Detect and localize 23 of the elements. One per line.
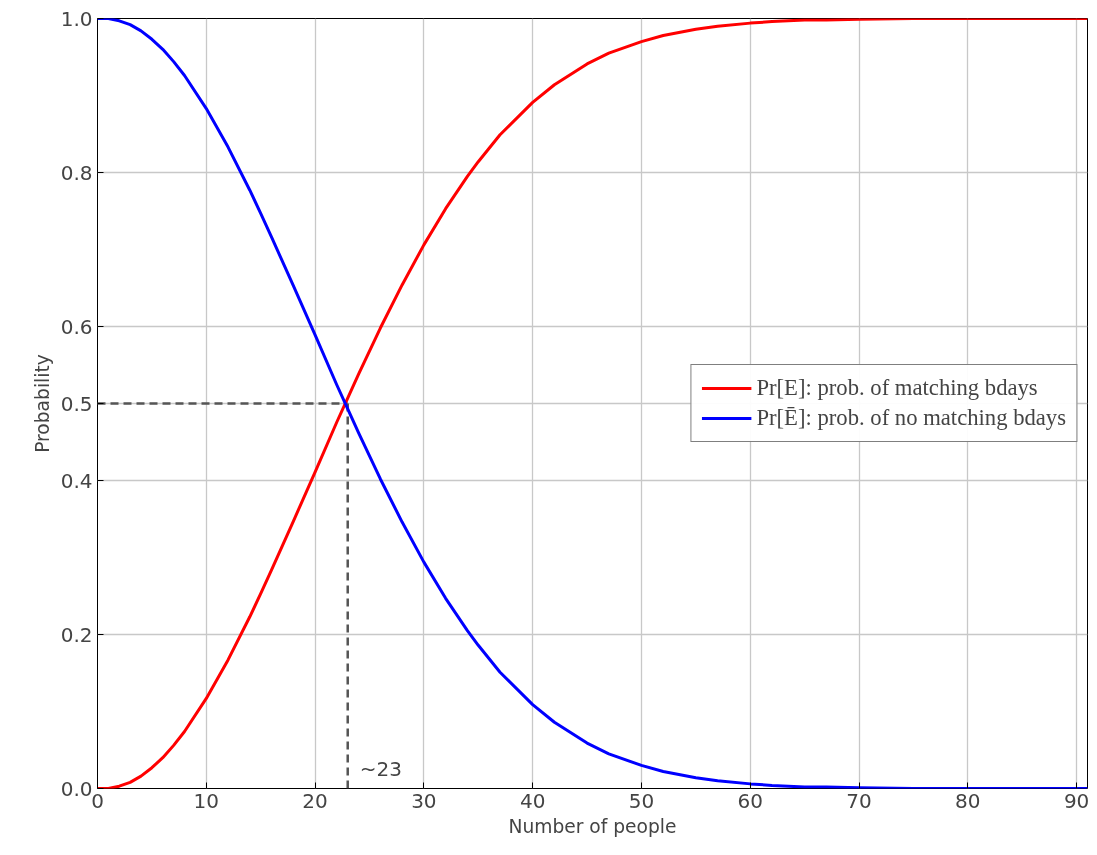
x-tick-label: 70 bbox=[846, 788, 872, 813]
x-tick-label: 60 bbox=[737, 788, 763, 813]
y-tick-label: 0.0 bbox=[60, 776, 93, 801]
x-tick-label: 20 bbox=[302, 788, 328, 813]
x-tick-label: 50 bbox=[628, 788, 655, 813]
legend-label: Pr[E]: prob. of matching bdays bbox=[756, 375, 1038, 401]
x-tick-label: 90 bbox=[1063, 788, 1090, 813]
x-tick-label: 30 bbox=[411, 788, 437, 813]
y-axis-title: Probability bbox=[31, 354, 53, 453]
y-tick-label: 0.8 bbox=[60, 160, 93, 185]
x-axis-title: Number of people bbox=[508, 815, 677, 837]
x-tick-label: 80 bbox=[955, 788, 981, 813]
x-tick-label: 40 bbox=[519, 788, 546, 813]
y-tick-label: 0.4 bbox=[60, 468, 93, 493]
y-tick-label: 0.5 bbox=[60, 391, 93, 416]
line-series bbox=[97, 18, 1088, 789]
y-tick-label: 0.2 bbox=[60, 622, 93, 647]
legend-label: Pr[Ē]: prob. of no matching bdays bbox=[756, 405, 1066, 431]
y-tick-label: 1.0 bbox=[60, 6, 93, 31]
ref-line-label: ~23 bbox=[359, 756, 402, 781]
y-tick-label: 0.6 bbox=[60, 314, 93, 339]
x-tick-label: 0 bbox=[91, 788, 104, 813]
x-tick-label: 10 bbox=[193, 788, 220, 813]
